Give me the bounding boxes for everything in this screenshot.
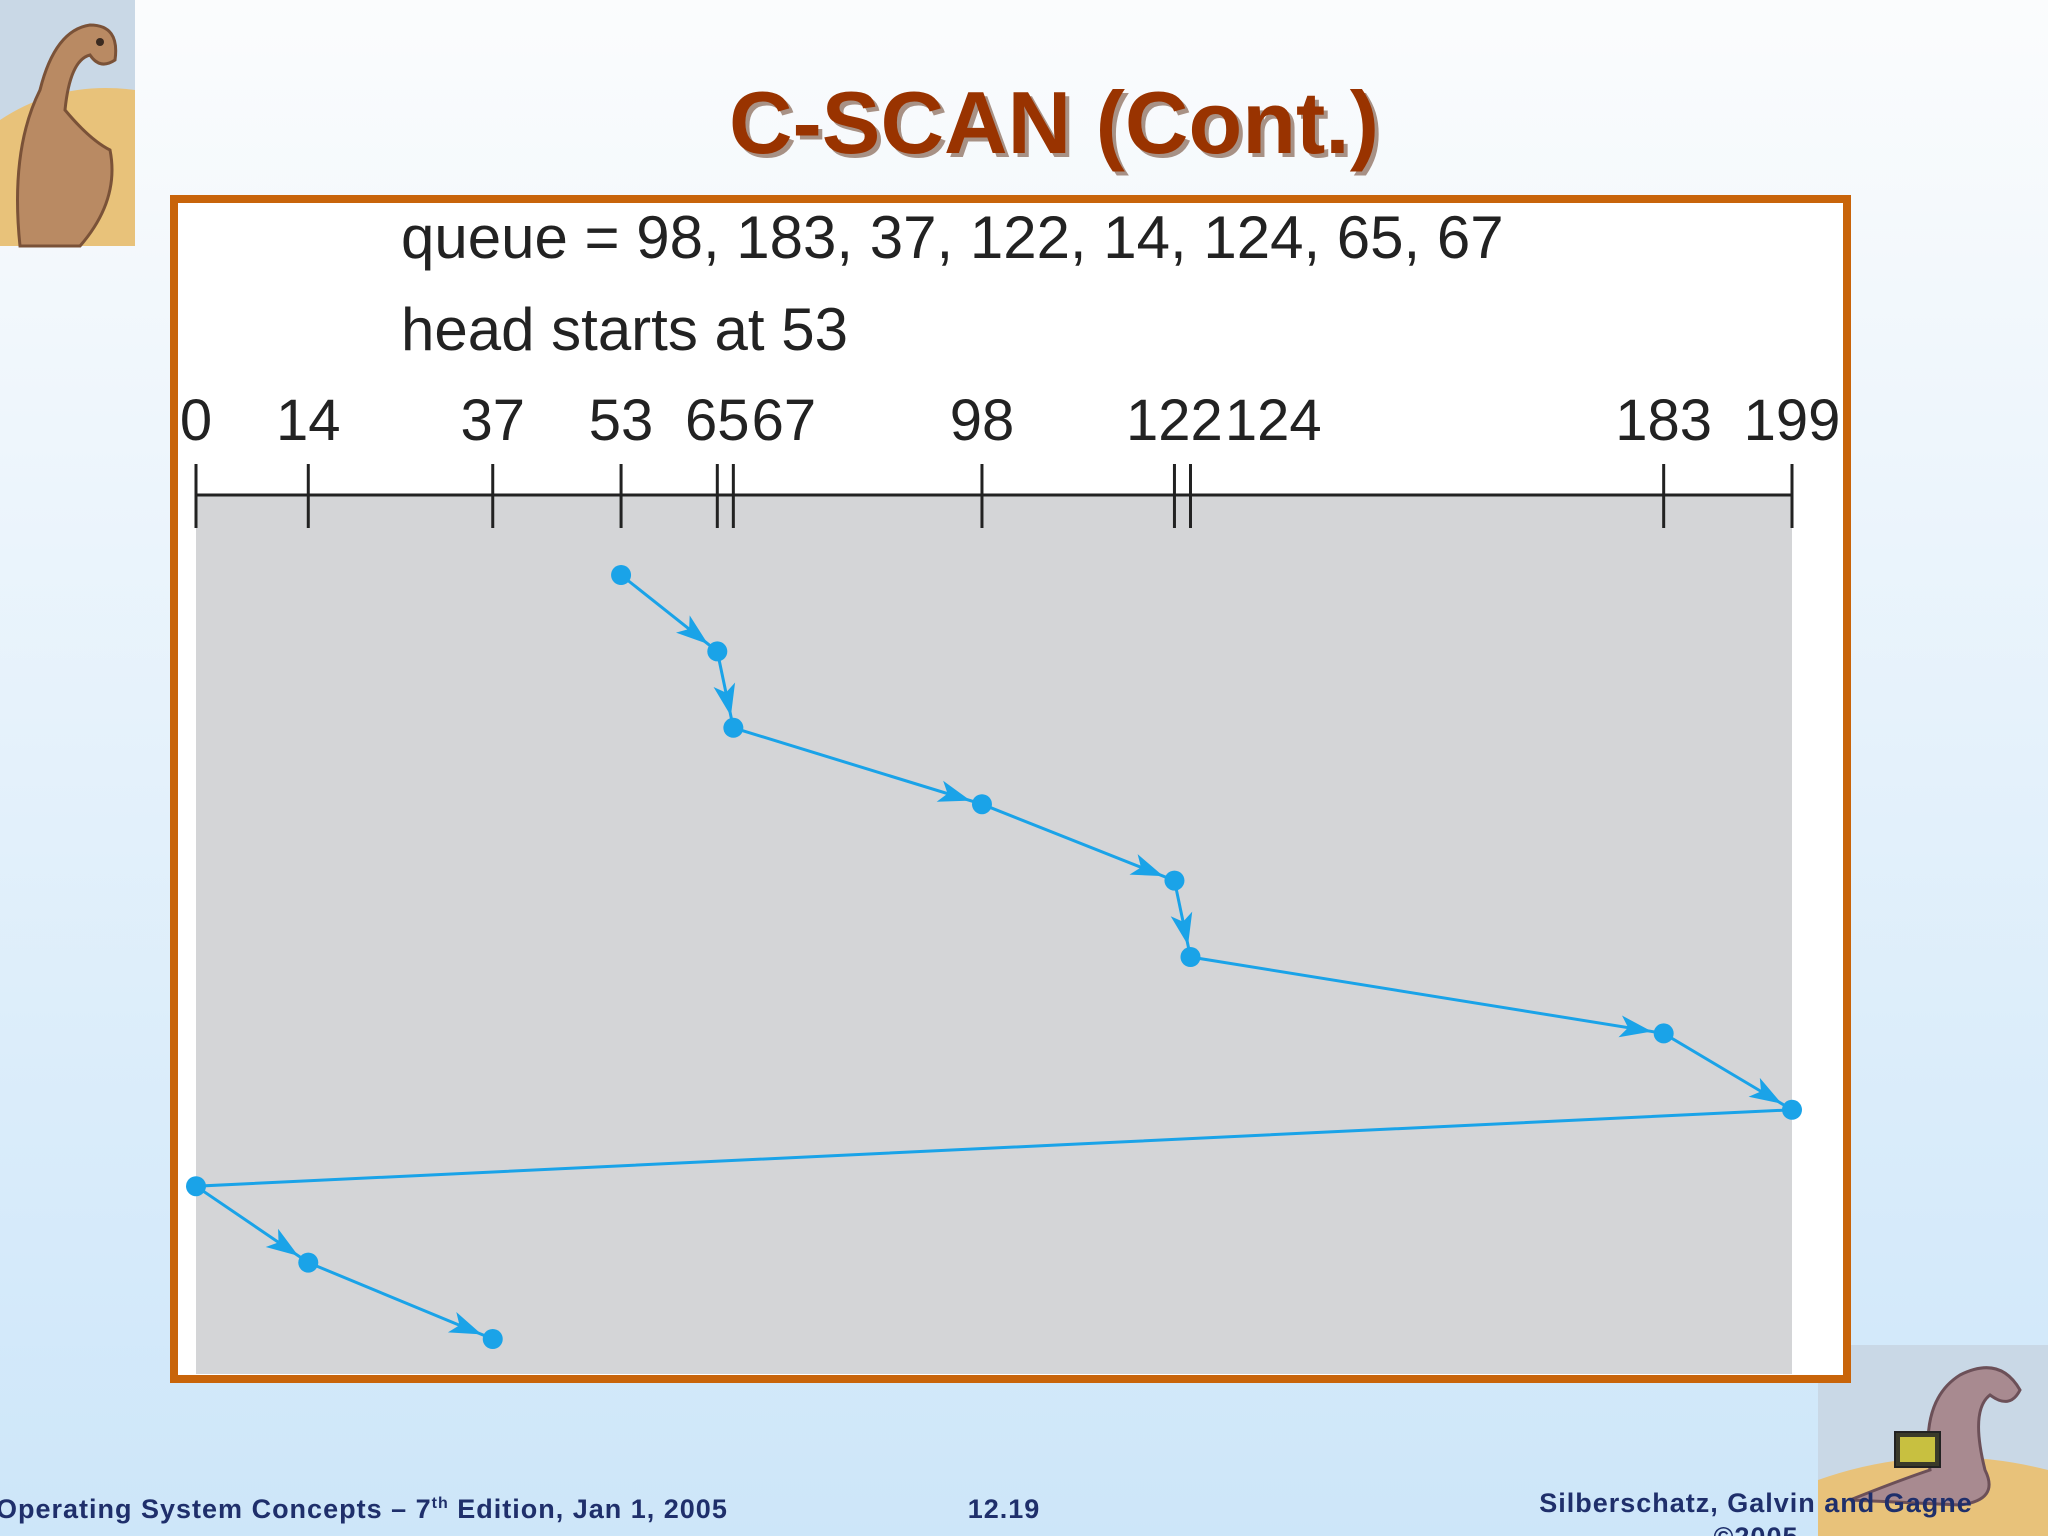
footer-center: 12.19 <box>968 1494 1041 1524</box>
plot-area <box>196 495 1792 1374</box>
queue-text: queue = 98, 183, 37, 122, 14, 124, 65, 6… <box>401 204 1504 271</box>
x-tick-label: 199 <box>1744 388 1841 453</box>
footer-sup: th <box>432 1495 449 1512</box>
point <box>298 1252 319 1273</box>
x-tick-label: 14 <box>276 388 341 453</box>
arrowhead <box>447 1312 482 1335</box>
point <box>1782 1099 1802 1120</box>
x-tick-label: 0 <box>180 388 212 453</box>
logo-bottom <box>1818 1345 2048 1536</box>
x-tick-label: 183 <box>1615 388 1712 453</box>
chart: 0 14 37 53 65 67 98 122 124 183 199 <box>180 388 1841 1349</box>
footer-left: Operating System Concepts – 7th Edition,… <box>0 1494 728 1524</box>
arrowhead <box>1748 1077 1782 1104</box>
point <box>1164 870 1185 891</box>
x-tick-label: 53 <box>589 388 654 453</box>
point <box>707 641 728 662</box>
logo-top <box>0 0 135 248</box>
arrowhead <box>1129 854 1164 877</box>
arrowhead <box>676 615 708 644</box>
arrowhead <box>265 1228 299 1256</box>
x-tick-label: 37 <box>460 388 525 453</box>
point <box>482 1329 503 1349</box>
point <box>1653 1023 1674 1044</box>
footer-left-end: Edition, Jan 1, 2005 <box>449 1494 728 1524</box>
footer-right-2: ©2005 <box>1714 1522 1799 1536</box>
arrowhead <box>1170 911 1193 946</box>
title-shadow: C-SCAN (Cont.) <box>733 77 1383 176</box>
point <box>186 1176 206 1197</box>
arrowhead <box>936 780 971 802</box>
point <box>723 717 744 738</box>
x-tick-label: 122 <box>1126 388 1223 453</box>
x-tick-label: 124 <box>1225 388 1322 453</box>
arrowhead <box>713 682 736 717</box>
point <box>1180 947 1201 967</box>
point <box>971 794 992 815</box>
x-tick-label: 98 <box>950 388 1015 453</box>
arrowhead <box>1618 1015 1652 1038</box>
head-text: head starts at 53 <box>401 296 848 363</box>
point <box>611 565 632 585</box>
x-tick-label: 65 <box>685 388 750 453</box>
footer-right: Silberschatz, Galvin and Gagne <box>1539 1488 1973 1518</box>
slide-title: C-SCAN (Cont.) <box>729 73 1379 172</box>
x-tick-label: 67 <box>752 388 817 453</box>
footer-left-text: Operating System Concepts – 7 <box>0 1494 432 1524</box>
